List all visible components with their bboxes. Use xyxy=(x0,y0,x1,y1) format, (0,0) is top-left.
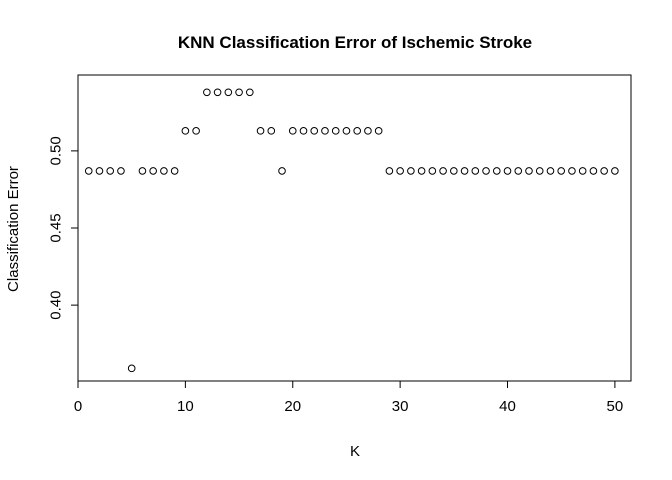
data-point xyxy=(514,167,523,175)
data-point xyxy=(525,167,533,175)
data-point xyxy=(407,167,415,175)
data-point xyxy=(342,127,351,135)
data-points xyxy=(84,88,619,373)
data-point xyxy=(310,127,319,135)
x-tick-label: 20 xyxy=(284,398,301,415)
data-point xyxy=(224,88,233,97)
data-point xyxy=(170,167,179,175)
x-tick-label: 50 xyxy=(607,398,624,415)
data-point xyxy=(535,167,544,175)
data-point xyxy=(417,167,426,175)
data-point xyxy=(127,364,136,373)
data-point xyxy=(611,167,619,175)
data-point xyxy=(546,167,555,175)
data-point xyxy=(578,167,587,175)
data-point xyxy=(149,167,157,175)
data-point xyxy=(192,127,200,135)
plot-frame xyxy=(77,74,632,382)
x-tick-label: 30 xyxy=(392,398,409,415)
data-point xyxy=(396,167,404,175)
data-point xyxy=(321,127,329,135)
data-point xyxy=(256,127,265,135)
data-point xyxy=(589,167,598,175)
data-point xyxy=(450,167,458,175)
chart-title: KNN Classification Error of Ischemic Str… xyxy=(178,33,532,52)
data-point xyxy=(492,167,501,175)
data-point xyxy=(428,167,437,175)
data-point xyxy=(331,127,340,135)
y-axis-label: Classification Error xyxy=(5,166,22,292)
x-tick-label: 0 xyxy=(74,398,82,415)
data-point xyxy=(503,167,512,175)
data-point xyxy=(138,167,147,175)
data-point xyxy=(439,167,447,175)
x-axis-label: K xyxy=(350,443,360,460)
y-tick-label: 0.50 xyxy=(48,136,65,165)
data-point xyxy=(181,127,190,135)
x-tick-label: 40 xyxy=(499,398,516,415)
data-point xyxy=(106,167,115,175)
y-axis: 0.40 0.45 0.50 xyxy=(48,136,79,320)
data-point xyxy=(482,167,490,175)
data-point xyxy=(95,167,104,175)
data-point xyxy=(471,167,480,175)
data-point xyxy=(235,88,243,97)
data-point xyxy=(568,167,576,175)
data-point xyxy=(385,167,394,175)
data-point xyxy=(364,127,372,135)
x-tick-label: 10 xyxy=(177,398,194,415)
data-point xyxy=(299,127,308,135)
data-point xyxy=(278,167,286,175)
x-axis: 0 10 20 30 40 50 xyxy=(74,380,624,415)
data-point xyxy=(213,88,222,97)
data-point xyxy=(267,127,276,135)
data-point xyxy=(460,167,469,175)
y-tick-label: 0.45 xyxy=(48,213,65,242)
data-point xyxy=(288,127,297,135)
data-point xyxy=(117,167,125,175)
data-point xyxy=(353,127,361,135)
data-point xyxy=(600,167,608,175)
y-tick-label: 0.40 xyxy=(48,291,65,320)
data-point xyxy=(203,88,211,97)
data-point xyxy=(246,88,254,97)
data-point xyxy=(160,167,168,175)
data-point xyxy=(84,167,93,175)
data-point xyxy=(374,127,383,135)
data-point xyxy=(557,167,566,175)
